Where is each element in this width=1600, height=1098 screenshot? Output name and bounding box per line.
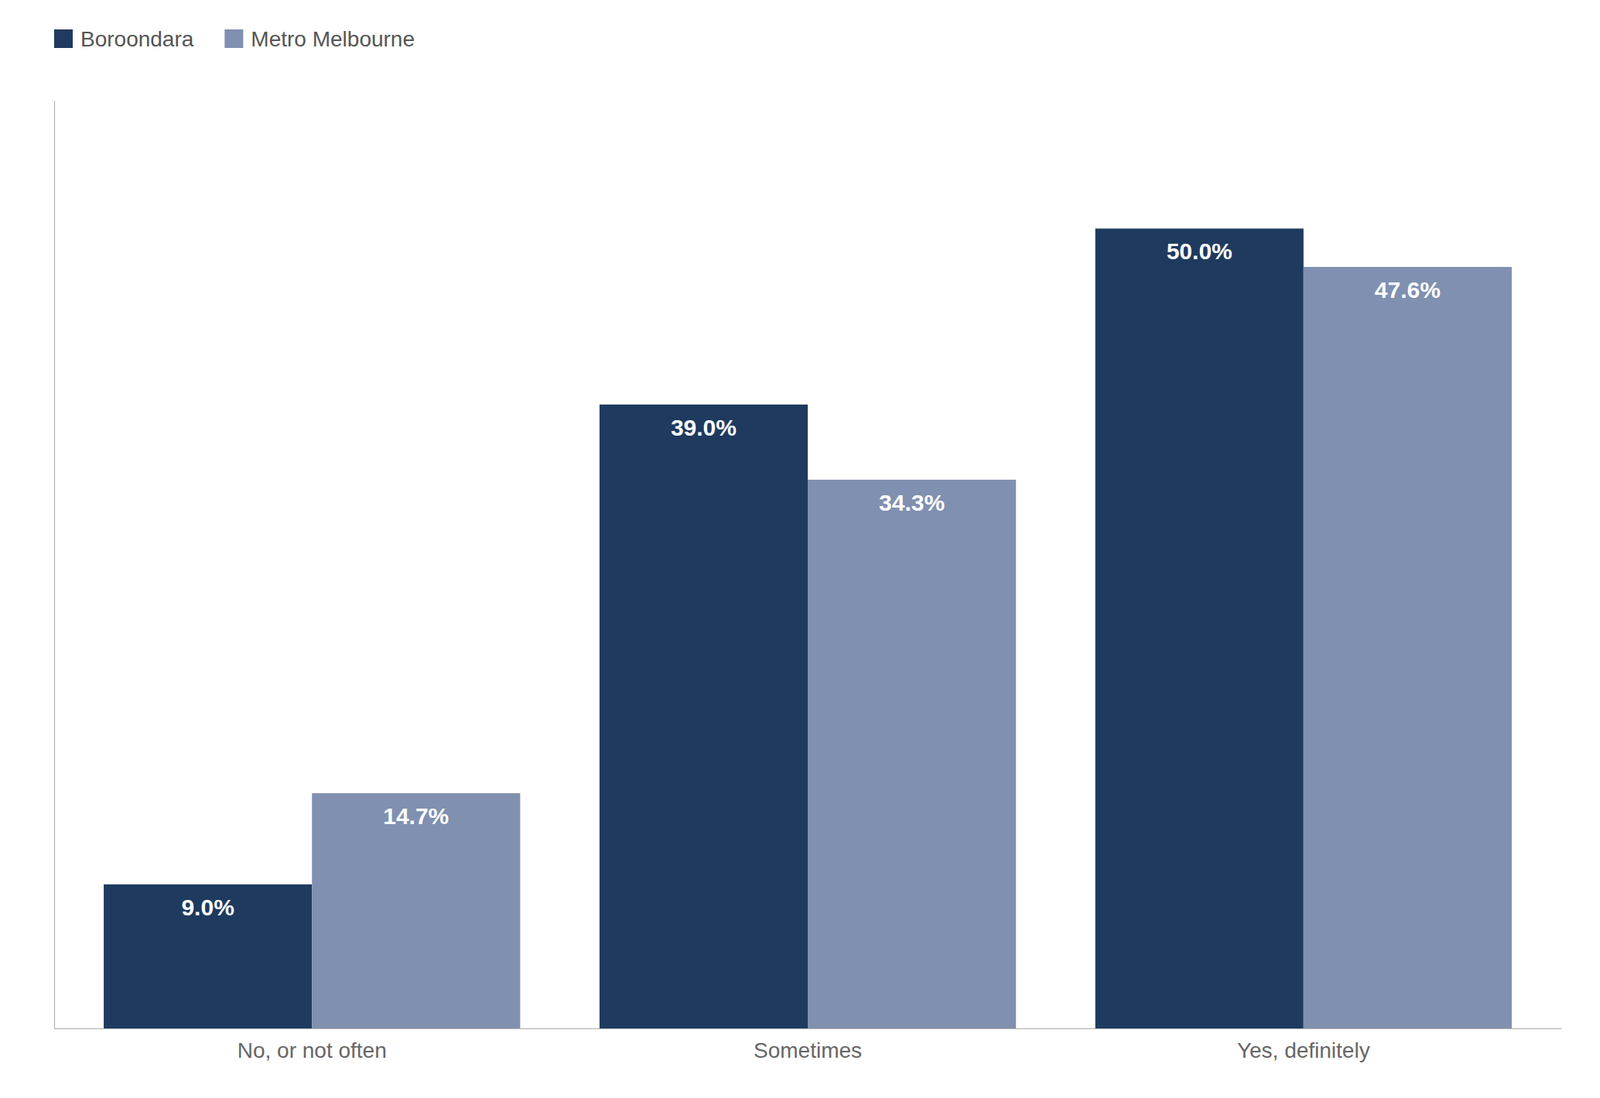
legend-label: Metro Melbourne: [250, 27, 415, 52]
plot: 9.0% 39.0% 50.0% 14.7% 34.3% 47.6% No, or not …: [54, 101, 1563, 1063]
bar: [1095, 228, 1304, 1029]
data-labels: 9.0% 39.0% 50.0% 14.7% 34.3% 47.6%: [181, 238, 1440, 920]
legend-label: Boroondara: [80, 27, 195, 52]
x-tick-label: No, or not often: [237, 1038, 387, 1063]
y-axis: [54, 101, 55, 1030]
x-tick-label: Sometimes: [753, 1038, 862, 1063]
data-label: 39.0%: [670, 414, 737, 441]
bar: [103, 884, 312, 1029]
x-tick: Yes, definitely: [1237, 1028, 1371, 1063]
bars: [103, 228, 1512, 1029]
bar: [599, 404, 808, 1029]
chart: 9.0% 39.0% 50.0% 14.7% 34.3% 47.6% No, or not …: [0, 0, 1600, 1098]
y-axis-line: [54, 101, 55, 1030]
bar: [1303, 266, 1512, 1029]
legend-item: Metro Melbourne: [224, 27, 415, 52]
x-tick: No, or not often: [237, 1028, 387, 1063]
legend-swatch: [224, 29, 243, 48]
x-tick: Sometimes: [753, 1028, 862, 1063]
bar: [311, 793, 520, 1029]
x-axis: No, or not often Sometimes Yes, definitely: [54, 1028, 1563, 1063]
legend-swatch: [54, 29, 73, 48]
data-label: 14.7%: [382, 803, 449, 829]
x-tick-label: Yes, definitely: [1237, 1038, 1371, 1063]
data-label: 47.6%: [1374, 276, 1441, 303]
data-label: 50.0%: [1166, 238, 1233, 264]
data-label: 34.3%: [878, 489, 945, 516]
x-axis-line: [54, 1028, 1563, 1030]
data-label: 9.0%: [181, 894, 234, 920]
legend: Boroondara Metro Melbourne: [54, 27, 415, 52]
bar: [807, 479, 1016, 1029]
legend-item: Boroondara: [54, 27, 195, 52]
